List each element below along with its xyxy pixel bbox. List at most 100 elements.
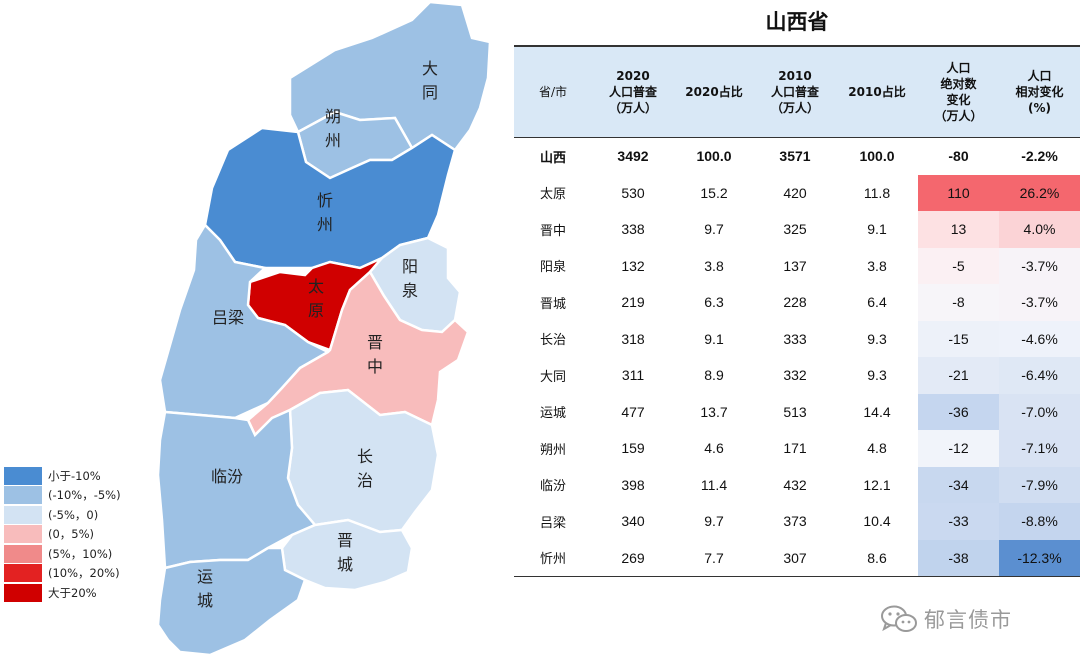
cell-name: 山西 xyxy=(539,150,566,166)
cell-name: 晋城 xyxy=(539,296,566,312)
cell-share2020: 9.1 xyxy=(704,330,724,347)
cell-share2010: 9.3 xyxy=(867,330,887,347)
region-label: 大同 xyxy=(422,59,438,102)
watermark-text: 郁言债市 xyxy=(924,608,1012,632)
legend-label: (-10%，-5%) xyxy=(48,488,121,503)
cell-abs: -21 xyxy=(918,357,999,394)
cell-name: 朔州 xyxy=(539,442,566,458)
table-row: 山西 3492 100.0 3571 100.0 -80 -2.2% xyxy=(514,138,1080,175)
cell-pop2010: 3571 xyxy=(779,148,811,165)
legend-swatch xyxy=(4,564,42,583)
cell-rel: -12.3% xyxy=(999,539,1080,577)
legend-item: (5%，10%) xyxy=(4,544,164,564)
legend-label: (-5%，0) xyxy=(48,507,99,522)
header-abs-change: 人口 绝对数 变化 （万人） xyxy=(918,45,999,138)
table-row: 晋中 338 9.7 325 9.1 13 4.0% xyxy=(514,211,1080,248)
legend-swatch xyxy=(4,583,42,602)
cell-pop2010: 432 xyxy=(783,476,807,493)
cell-share2020: 4.6 xyxy=(704,440,724,457)
cell-share2020: 9.7 xyxy=(704,513,724,530)
cell-name: 太原 xyxy=(539,187,566,203)
region-label: 晋城 xyxy=(337,531,353,574)
cell-rel: 26.2% xyxy=(999,174,1080,211)
cell-share2020: 13.7 xyxy=(700,403,728,420)
table-row: 大同 311 8.9 332 9.3 -21 -6.4% xyxy=(514,357,1080,394)
cell-rel: -7.1% xyxy=(999,430,1080,467)
cell-abs: -15 xyxy=(918,320,999,357)
cell-pop2010: 333 xyxy=(783,330,807,347)
cell-rel: -6.4% xyxy=(999,357,1080,394)
region-11 xyxy=(156,546,307,657)
cell-share2020: 8.9 xyxy=(704,367,724,384)
cell-share2010: 12.1 xyxy=(863,476,891,493)
cell-share2010: 9.1 xyxy=(867,221,887,238)
cell-rel: -2.2% xyxy=(1021,148,1058,165)
cell-name: 晋中 xyxy=(539,223,566,239)
cell-share2010: 14.4 xyxy=(863,403,891,420)
cell-share2010: 4.8 xyxy=(867,440,887,457)
cell-pop2010: 307 xyxy=(754,539,836,577)
table-row: 太原 530 15.2 420 11.8 110 26.2% xyxy=(514,174,1080,211)
watermark: 郁言债市 xyxy=(880,604,1012,634)
wechat-icon xyxy=(881,605,917,632)
region-label: 太原 xyxy=(308,277,324,320)
cell-pop2020: 219 xyxy=(621,294,645,311)
cell-pop2020: 311 xyxy=(621,367,645,384)
legend-label: 小于-10% xyxy=(48,468,101,483)
cell-pop2020: 269 xyxy=(592,539,674,577)
header-rel-change: 人口 相对变化 (%) xyxy=(999,45,1080,138)
legend-item: (-5%，0) xyxy=(4,505,164,525)
cell-share2020: 100.0 xyxy=(696,148,732,165)
region-label: 吕梁 xyxy=(212,308,244,327)
table-row: 运城 477 13.7 513 14.4 -36 -7.0% xyxy=(514,393,1080,430)
table-row: 忻州 269 7.7 307 8.6 -38 -12.3% xyxy=(514,539,1080,577)
header-share2010: 2010占比 xyxy=(836,45,918,138)
cell-pop2020: 530 xyxy=(621,184,645,201)
cell-share2010: 10.4 xyxy=(863,513,891,530)
cell-pop2020: 398 xyxy=(621,476,645,493)
cell-rel: -3.7% xyxy=(999,247,1080,284)
cell-share2020: 7.7 xyxy=(674,539,754,577)
cell-pop2010: 420 xyxy=(783,184,807,201)
cell-pop2020: 340 xyxy=(621,513,645,530)
cell-share2020: 15.2 xyxy=(700,184,728,201)
cell-pop2020: 132 xyxy=(621,257,645,274)
cell-abs: 13 xyxy=(918,211,999,248)
cell-pop2010: 373 xyxy=(783,513,807,530)
cell-pop2020: 3492 xyxy=(617,148,649,165)
cell-name: 临汾 xyxy=(539,479,566,495)
legend-item: 小于-10% xyxy=(4,466,164,486)
region-label: 晋中 xyxy=(367,333,383,376)
cell-share2010: 100.0 xyxy=(859,148,895,165)
cell-abs: -80 xyxy=(948,148,969,165)
cell-abs: -8 xyxy=(918,284,999,321)
header-name: 省/市 xyxy=(514,45,592,138)
cell-name: 大同 xyxy=(539,369,566,385)
legend-label: (0，5%) xyxy=(48,527,95,542)
legend-swatch xyxy=(4,505,42,524)
legend-swatch xyxy=(4,525,42,544)
region-label: 长治 xyxy=(357,447,373,490)
legend-label: (5%，10%) xyxy=(48,546,113,561)
legend-item: (10%，20%) xyxy=(4,564,164,584)
legend-swatch xyxy=(4,466,42,485)
region-label: 阳泉 xyxy=(402,257,418,300)
cell-share2010: 6.4 xyxy=(867,294,887,311)
legend-item: (0，5%) xyxy=(4,525,164,545)
cell-rel: -7.9% xyxy=(999,466,1080,503)
cell-abs: -5 xyxy=(918,247,999,284)
cell-pop2020: 318 xyxy=(621,330,645,347)
table-row: 朔州 159 4.6 171 4.8 -12 -7.1% xyxy=(514,430,1080,467)
legend-item: 大于20% xyxy=(4,583,164,603)
cell-rel: -3.7% xyxy=(999,284,1080,321)
cell-share2010: 8.6 xyxy=(836,539,918,577)
cell-rel: -7.0% xyxy=(999,393,1080,430)
cell-pop2010: 513 xyxy=(783,403,807,420)
header-pop2010: 2010 人口普查 （万人） xyxy=(754,45,836,138)
legend-item: (-10%，-5%) xyxy=(4,486,164,506)
cell-abs: -38 xyxy=(918,539,999,577)
cell-share2010: 11.8 xyxy=(863,184,891,201)
table-row: 阳泉 132 3.8 137 3.8 -5 -3.7% xyxy=(514,247,1080,284)
table-row: 晋城 219 6.3 228 6.4 -8 -3.7% xyxy=(514,284,1080,321)
region-label: 朔州 xyxy=(325,107,341,150)
